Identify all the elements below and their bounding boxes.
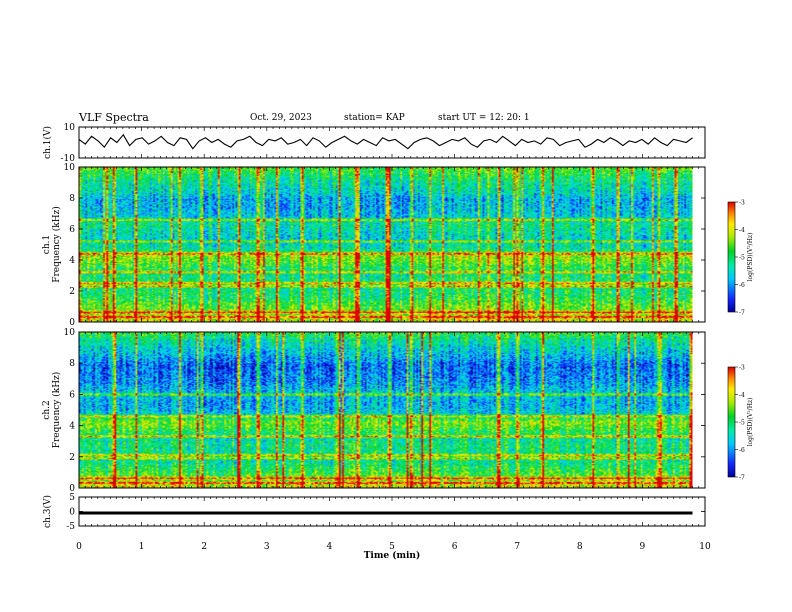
x-tick-label: 9: [640, 542, 646, 552]
ch1-spectrogram-ylabel2: Frequency (kHz): [51, 206, 62, 283]
ch2-spectrogram-tick-label: 10: [64, 328, 76, 338]
start-time-label: start UT = 12: 20: 1: [438, 113, 530, 123]
ch2-spectrogram-image: [79, 332, 693, 488]
ch2-colorbar-tick-label: -4: [739, 392, 745, 399]
ch2-spectrogram-panel: 0 2 4 6 8 10 ch.2 Frequency (kHz): [42, 328, 706, 494]
ch3-ylabel: ch.3(V): [42, 495, 53, 528]
ch2-colorbar-tick-label: -6: [739, 447, 745, 454]
ch1-trace: [78, 133, 693, 150]
date-label: Oct. 29, 2023: [250, 113, 312, 123]
x-tick-label: 10: [699, 542, 711, 552]
ch2-spectrogram-ylabel2: Frequency (kHz): [51, 372, 62, 449]
station-label: station= KAP: [344, 113, 405, 123]
ch3-tick-label: 5: [69, 493, 75, 503]
ch2-colorbar: -3 -4 -5 -6 -7 log(PSD)(V²/Hz): [727, 365, 754, 482]
ch1-spectrogram-ylabel: ch.1: [42, 235, 52, 254]
x-tick-label: 7: [514, 542, 520, 552]
ch2-colorbar-bar: [727, 366, 736, 478]
chart-title: VLF Spectra: [79, 111, 149, 124]
x-tick-label: 4: [327, 542, 333, 552]
ch2-spectrogram-tick-label: 2: [69, 453, 75, 463]
x-tick-label: 8: [577, 542, 583, 552]
ch2-colorbar-label: log(PSD)(V²/Hz): [747, 398, 754, 447]
ch2-colorbar-tick-label: -7: [739, 475, 745, 482]
ch2-colorbar-tick-label: -5: [739, 420, 745, 427]
x-tick-label: 1: [139, 542, 145, 552]
ch1-colorbar-tick-label: -3: [739, 200, 745, 207]
ch1-spectrogram-tick-label: 10: [64, 163, 76, 173]
ch1-ylabel: ch.1(V): [42, 126, 53, 159]
x-tick-label: 0: [76, 542, 82, 552]
ch1-tick-label: -10: [61, 154, 76, 164]
x-tick-label: 3: [264, 542, 270, 552]
ch3-tick-label: -5: [66, 522, 75, 532]
ch1-spectrogram-tick-label: 2: [69, 287, 75, 297]
ch1-colorbar-tick-label: -6: [739, 282, 745, 289]
ch3-trace: [79, 511, 693, 515]
ch1-colorbar-label: log(PSD)(V²/Hz): [747, 233, 754, 282]
ch2-colorbar-tick-label: -3: [739, 365, 745, 372]
ch1-colorbar: -3 -4 -5 -6 -7 log(PSD)(V²/Hz): [727, 200, 754, 317]
ch1-spectrogram-tick-label: 4: [69, 256, 75, 266]
ch1-tick-label: 10: [64, 123, 76, 133]
ch3-waveform-panel: 5 0 -5 ch.3(V): [42, 493, 706, 532]
ch2-spectrogram-ylabel: ch.2: [42, 400, 52, 419]
ch2-spectrogram-tick-label: 0: [69, 484, 75, 494]
ch1-frame: [78, 126, 706, 159]
ch1-spectrogram-tick-label: 0: [69, 318, 75, 328]
ch1-colorbar-bar: [727, 201, 736, 313]
ch1-spectrogram-tick-label: 8: [69, 194, 75, 204]
ch1-spectrogram-panel: 0 2 4 6 8 10 ch.1 Frequency (kHz): [42, 163, 706, 328]
ch1-colorbar-tick-label: -4: [739, 227, 745, 234]
ch2-spectrogram-tick-label: 6: [69, 390, 75, 400]
x-axis-label: Time (min): [364, 550, 421, 561]
time-axis: 0 1 2 3 4 5 6 7 8 9 10 Time (min): [76, 542, 711, 561]
ch3-tick-label: 0: [69, 508, 75, 518]
ch1-colorbar-tick-label: -5: [739, 255, 745, 262]
x-tick-label: 6: [452, 542, 458, 552]
ch1-waveform-panel: 10 -10 ch.1(V): [42, 123, 706, 164]
ch1-colorbar-tick-label: -7: [739, 310, 745, 317]
x-tick-label: 2: [201, 542, 207, 552]
ch1-spectrogram-image: [79, 167, 693, 322]
ch2-spectrogram-tick-label: 4: [69, 422, 75, 432]
x-tick-label: 5: [389, 542, 395, 552]
ch1-spectrogram-tick-label: 6: [69, 225, 75, 235]
ch2-spectrogram-tick-label: 8: [69, 359, 75, 369]
